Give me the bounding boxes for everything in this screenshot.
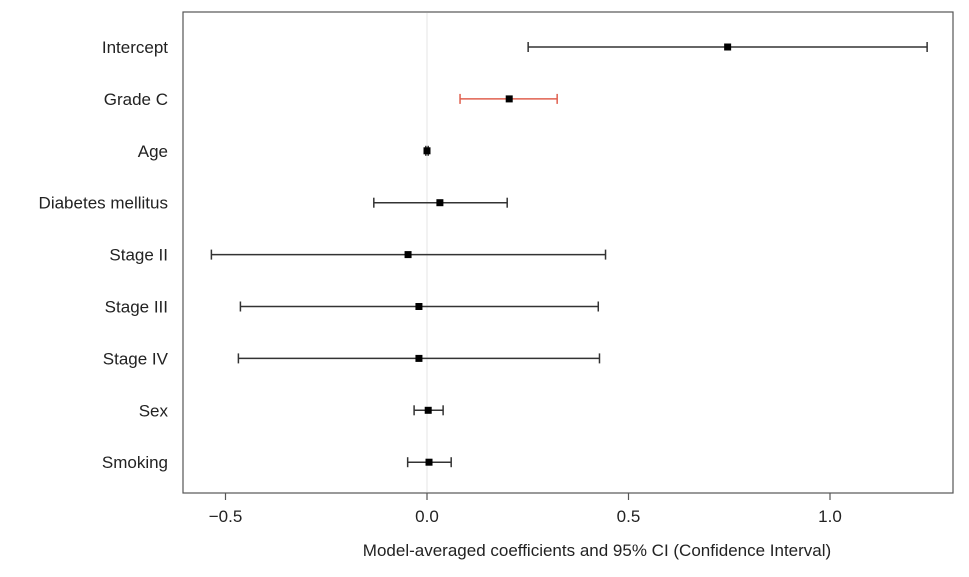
row-label: Smoking	[102, 453, 168, 472]
estimate-point	[415, 303, 423, 310]
estimate-point	[423, 147, 431, 155]
forest-row: Sex	[139, 401, 444, 420]
row-label: Stage II	[109, 246, 168, 265]
estimate-point	[505, 95, 513, 103]
forest-row: Stage IV	[103, 349, 601, 368]
x-tick-label: 0.0	[415, 507, 439, 526]
row-label: Stage III	[105, 298, 168, 317]
row-label: Stage IV	[103, 349, 169, 368]
forest-row: Intercept	[102, 38, 928, 57]
forest-row: Grade C	[104, 90, 558, 109]
row-label: Intercept	[102, 38, 168, 57]
x-tick-label: 0.5	[617, 507, 641, 526]
forest-row: Stage III	[105, 298, 600, 317]
row-label: Diabetes mellitus	[39, 194, 168, 213]
x-axis-label: Model-averaged coefficients and 95% CI (…	[363, 541, 831, 560]
forest-row: Stage II	[109, 246, 607, 265]
forest-row: Age	[138, 142, 431, 161]
plot-frame	[182, 11, 954, 494]
forest-row: Smoking	[102, 453, 452, 472]
row-label: Age	[138, 142, 168, 161]
x-tick-label: 1.0	[818, 507, 842, 526]
estimate-point	[436, 199, 444, 207]
estimate-point	[424, 406, 432, 414]
estimate-point	[415, 354, 423, 362]
forest-row: Diabetes mellitus	[39, 194, 508, 213]
estimate-point	[425, 458, 433, 466]
estimate-point	[404, 251, 412, 259]
row-label: Sex	[139, 401, 169, 420]
estimate-point	[724, 43, 732, 51]
x-tick-label: −0.5	[209, 507, 243, 526]
row-label: Grade C	[104, 90, 168, 109]
